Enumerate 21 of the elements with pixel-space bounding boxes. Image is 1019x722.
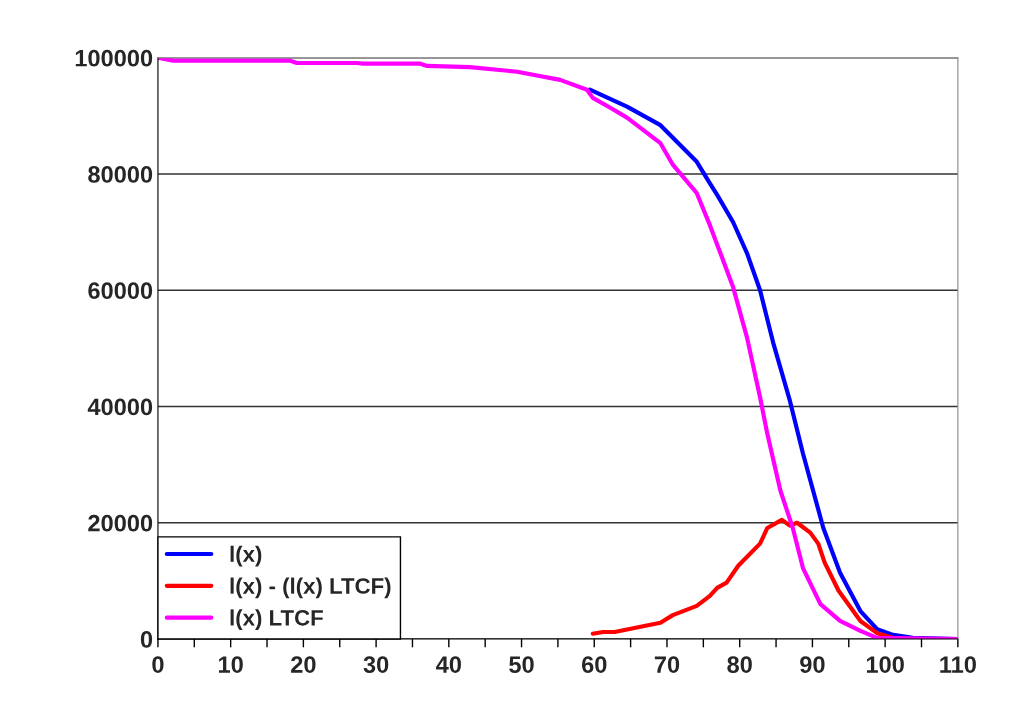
legend-label: l(x) LTCF [230,609,323,631]
x-tick-label: 30 [363,656,389,674]
x-tick-label: 40 [436,656,461,673]
y-tick-label: 80000 [88,166,153,183]
y-tick-label: 40000 [87,398,153,416]
y-tick-label: 20000 [88,514,153,532]
y-tick-label: 60000 [88,282,153,300]
x-tick-label: 60 [582,656,607,673]
y-tick-label: 0 [140,631,153,648]
x-tick-label: 70 [654,656,680,673]
x-tick-label: 50 [509,656,534,673]
x-tick-label: 0 [152,656,164,673]
x-tick-label: 80 [727,656,752,673]
x-tick-label: 10 [219,656,243,673]
x-tick-label: 100 [866,656,904,673]
legend-label: l(x) [230,545,262,567]
legend-label: l(x) - (l(x) LTCF) [230,577,391,599]
x-tick-label: 90 [800,656,825,673]
x-tick-label: 20 [291,656,316,673]
y-tick-label: 100000 [75,49,153,67]
x-tick-label: 110 [940,656,976,673]
